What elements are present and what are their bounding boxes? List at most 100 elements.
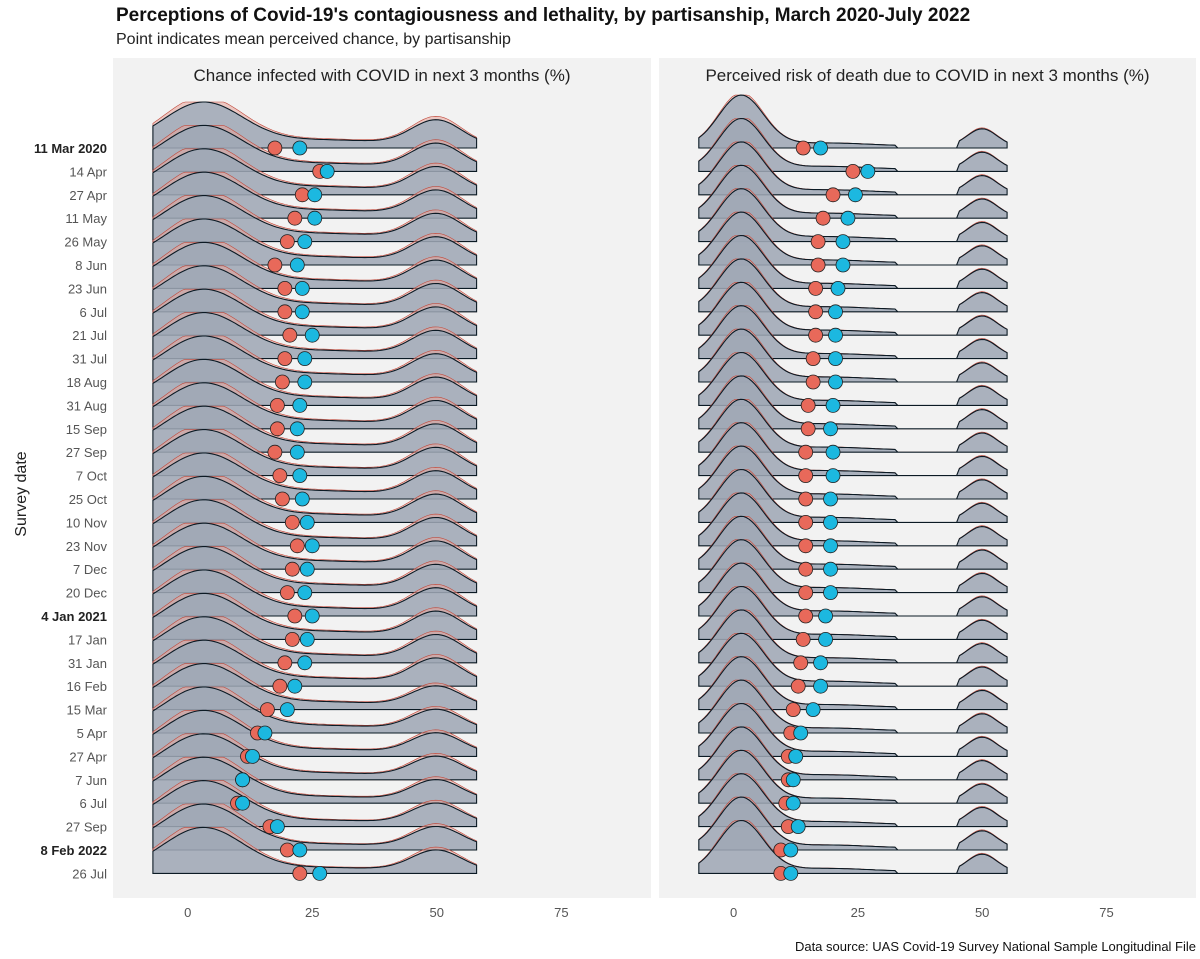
ridge-series-b-31 <box>698 796 1008 851</box>
mean-point-series-b-9 <box>828 327 843 343</box>
data-source-caption: Data source: UAS Covid-19 Survey Nationa… <box>794 939 1196 954</box>
y-tick-label: 31 Jan <box>68 656 107 671</box>
ridge-series-b-10 <box>698 305 1008 360</box>
ridge-series-b-28 <box>698 726 1008 781</box>
mean-point-series-b-4 <box>307 210 323 226</box>
mean-point-series-b-28 <box>785 772 801 788</box>
mean-point-series-b-22 <box>818 632 833 647</box>
mean-point-series-b-15 <box>292 468 308 484</box>
ridge-series-b-17 <box>698 468 1008 523</box>
ridge-series-b-24 <box>698 632 1008 687</box>
ridge-series-b-1 <box>698 94 1008 149</box>
mean-point-series-b-23 <box>813 655 828 671</box>
mean-point-series-b-26 <box>793 725 809 741</box>
mean-point-series-b-20 <box>297 585 313 600</box>
y-tick-label: 11 May <box>65 211 107 226</box>
mean-point-series-a-24 <box>790 678 806 694</box>
chart-subtitle: Point indicates mean perceived chance, b… <box>116 31 511 48</box>
y-tick-label: 8 Jun <box>75 258 107 273</box>
mean-point-series-b-2 <box>860 163 876 179</box>
mean-point-series-b-2 <box>319 163 335 179</box>
y-tick-label: 23 Jun <box>68 281 107 296</box>
x-tick-label-1-25: 25 <box>305 905 319 920</box>
mean-point-series-b-25 <box>805 702 821 717</box>
mean-point-series-a-8 <box>277 304 293 320</box>
x-tick-label-2-25: 25 <box>851 905 865 920</box>
mean-point-series-a-18 <box>798 538 814 554</box>
mean-point-series-b-4 <box>840 210 856 226</box>
y-tick-label: 7 Dec <box>73 562 107 577</box>
mean-point-series-a-14 <box>267 444 283 460</box>
mean-point-series-b-6 <box>835 257 851 273</box>
mean-point-series-a-31 <box>279 842 295 858</box>
mean-point-series-b-9 <box>304 327 320 343</box>
mean-point-series-a-25 <box>260 702 275 717</box>
mean-point-series-a-24 <box>272 678 288 694</box>
x-tick-label-1-75: 75 <box>554 905 568 920</box>
y-tick-label: 17 Jan <box>68 632 107 647</box>
mean-point-series-a-21 <box>798 608 814 624</box>
ridge-series-b-12 <box>698 351 1008 406</box>
mean-point-series-b-21 <box>818 608 833 624</box>
mean-point-series-a-13 <box>269 421 285 437</box>
mean-point-series-a-3 <box>294 187 310 203</box>
mean-point-series-a-11 <box>274 374 290 390</box>
mean-point-series-a-4 <box>815 210 831 226</box>
y-tick-label: 16 Feb <box>67 679 107 694</box>
mean-point-series-b-1 <box>813 140 828 156</box>
mean-point-series-a-17 <box>284 515 300 530</box>
panel-title: Perceived risk of death due to COVID in … <box>705 66 1149 85</box>
mean-point-series-a-22 <box>795 632 811 647</box>
ridge-series-b-6 <box>698 211 1008 266</box>
ridge-series-b-32 <box>698 819 1008 874</box>
mean-point-series-a-22 <box>284 632 300 647</box>
mean-point-series-b-18 <box>304 538 320 554</box>
ridge-series-b-4 <box>698 164 1008 219</box>
mean-point-series-b-1 <box>292 140 308 156</box>
mean-point-series-b-32 <box>783 866 799 881</box>
mean-point-series-a-20 <box>798 585 814 600</box>
mean-point-series-b-7 <box>830 280 846 296</box>
mean-point-series-b-15 <box>825 468 841 484</box>
mean-point-series-b-24 <box>813 678 828 694</box>
x-tick-label-2-50: 50 <box>975 905 989 920</box>
mean-point-series-a-23 <box>277 655 293 671</box>
mean-point-series-a-12 <box>800 397 816 413</box>
mean-point-series-a-25 <box>785 702 801 717</box>
mean-point-series-b-27 <box>788 749 804 764</box>
x-tick-label-2-75: 75 <box>1099 905 1113 920</box>
y-tick-label: 5 Apr <box>77 726 108 741</box>
y-tick-label: 25 Oct <box>69 492 108 507</box>
mean-point-series-a-16 <box>274 491 290 507</box>
mean-point-series-a-15 <box>272 468 288 484</box>
mean-point-series-b-23 <box>297 655 313 671</box>
ridge-series-b-15 <box>698 422 1008 477</box>
mean-point-series-b-31 <box>783 842 799 858</box>
ridge-series-b-8 <box>698 258 1008 313</box>
ridge-series-b-7 <box>698 234 1008 289</box>
mean-point-series-b-10 <box>297 351 313 367</box>
mean-point-series-b-24 <box>287 678 303 694</box>
mean-point-series-b-29 <box>235 795 250 811</box>
panel-title: Chance infected with COVID in next 3 mon… <box>194 66 571 85</box>
mean-point-series-b-19 <box>823 561 838 577</box>
mean-point-series-a-1 <box>795 140 811 156</box>
mean-point-series-b-6 <box>289 257 305 273</box>
mean-point-series-a-23 <box>793 655 809 671</box>
ridge-series-b-30 <box>698 773 1008 828</box>
y-tick-label: 10 Nov <box>66 515 108 530</box>
mean-point-series-b-17 <box>299 515 315 530</box>
mean-point-series-b-10 <box>828 351 843 367</box>
mean-point-series-a-8 <box>808 304 824 320</box>
mean-point-series-a-9 <box>282 327 298 343</box>
y-tick-label: 20 Dec <box>66 586 108 601</box>
y-tick-label: 6 Jul <box>80 796 108 811</box>
mean-point-series-b-7 <box>294 280 310 296</box>
mean-point-series-b-5 <box>835 234 851 250</box>
mean-point-series-b-22 <box>299 632 315 647</box>
y-tick-label: 26 Jul <box>72 866 107 881</box>
ridge-series-b-14 <box>698 398 1008 453</box>
mean-point-series-b-8 <box>828 304 843 320</box>
ridge-series-b-20 <box>698 539 1008 594</box>
